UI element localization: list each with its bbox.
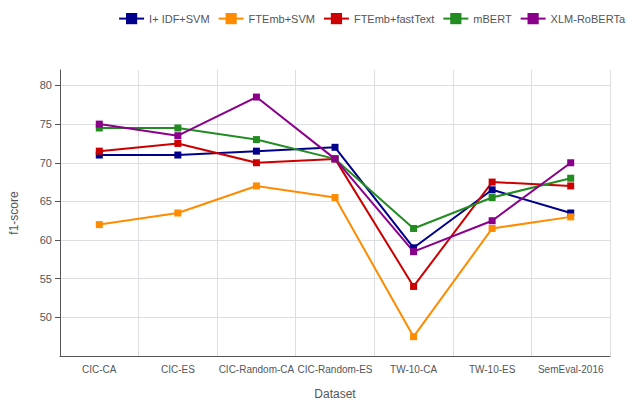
svg-text:55: 55 [40, 273, 52, 285]
svg-text:TW-10-CA: TW-10-CA [390, 364, 437, 375]
svg-text:Dataset: Dataset [314, 387, 356, 401]
svg-text:TW-10-ES: TW-10-ES [469, 364, 516, 375]
svg-text:FTEmb+fastText: FTEmb+fastText [354, 13, 434, 25]
svg-text:CIC-ES: CIC-ES [161, 364, 195, 375]
svg-text:60: 60 [40, 234, 52, 246]
svg-text:I+ IDF+SVM: I+ IDF+SVM [149, 13, 210, 25]
svg-text:FTEmb+SVM: FTEmb+SVM [249, 13, 315, 25]
svg-text:CIC-Random-ES: CIC-Random-ES [297, 364, 372, 375]
svg-text:mBERT: mBERT [473, 13, 512, 25]
svg-text:SemEval-2016: SemEval-2016 [538, 364, 604, 375]
svg-text:XLM-RoBERTa: XLM-RoBERTa [551, 13, 626, 25]
svg-text:75: 75 [40, 118, 52, 130]
svg-text:50: 50 [40, 311, 52, 323]
svg-text:80: 80 [40, 79, 52, 91]
svg-text:f1-score: f1-score [7, 191, 21, 235]
svg-text:CIC-CA: CIC-CA [82, 364, 117, 375]
svg-text:65: 65 [40, 195, 52, 207]
svg-text:70: 70 [40, 157, 52, 169]
svg-text:CIC-Random-CA: CIC-Random-CA [219, 364, 295, 375]
